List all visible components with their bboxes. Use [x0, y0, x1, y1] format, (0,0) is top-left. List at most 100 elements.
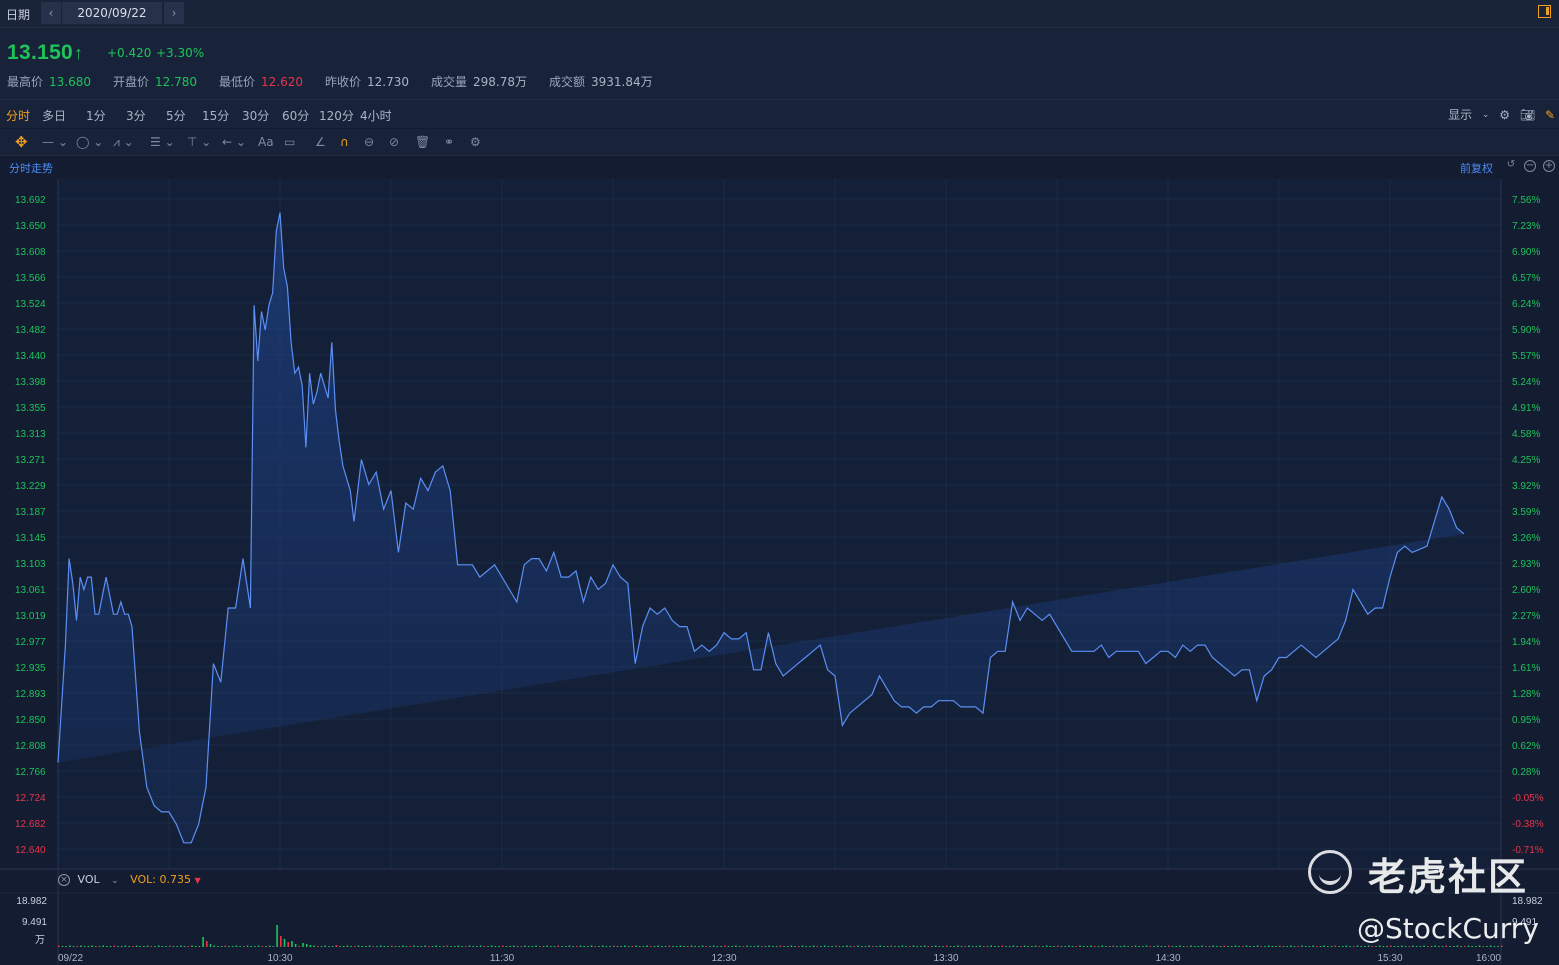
chevron-down-icon[interactable]: ⌄ [111, 876, 119, 886]
volume-bar [1230, 946, 1233, 947]
price-area [58, 212, 1464, 843]
volume-bar [313, 945, 315, 947]
volume-bar [890, 945, 893, 947]
volume-bar [1415, 946, 1418, 947]
gear-icon[interactable]: ⚙ [470, 135, 481, 149]
settings-icon[interactable]: ⚙ [1499, 107, 1511, 122]
zoom-in-icon[interactable]: + [1543, 160, 1555, 172]
tab-30min[interactable]: 30分 [242, 109, 270, 123]
date-bar: 日期 ‹ 2020/09/22 › [0, 0, 1559, 28]
tab-4hour[interactable]: 4小时 [360, 109, 392, 123]
volume-bar [1249, 946, 1251, 947]
y-tick-label: 13.398 [15, 377, 46, 388]
volume-bar [1138, 946, 1140, 947]
tab-1min[interactable]: 1分 [86, 109, 106, 123]
intraday-chart[interactable]: 13.692 13.650 13.608 13.566 13.524 13.482 13.4… [0, 179, 1559, 965]
volume-bars [58, 925, 1503, 947]
volume-bar [812, 945, 815, 947]
volume-bar [357, 945, 360, 947]
volume-bar [1034, 945, 1037, 947]
volume-bar [657, 945, 659, 947]
stat-turnover: 成交额 3931.84万 [549, 73, 653, 90]
volume-bar [102, 945, 104, 947]
volume-bar [564, 946, 567, 947]
reset-icon[interactable]: ↺ [1506, 159, 1516, 170]
volume-bar [317, 946, 319, 947]
volume-bar [1497, 946, 1499, 947]
volume-bar [698, 946, 700, 947]
volume-bar [117, 946, 119, 947]
y-pct-label: -0.38% [1512, 819, 1544, 830]
close-icon[interactable]: × [58, 874, 70, 886]
arrow-tool-icon[interactable]: ← ⌄ [222, 135, 246, 149]
fib-tool-icon[interactable]: ☰ ⌄ [150, 135, 175, 149]
volume-bar [280, 936, 282, 947]
volume-bar [505, 946, 508, 947]
y-pct-label: 1.28% [1512, 689, 1540, 700]
move-icon[interactable]: ✥ [15, 133, 28, 151]
adjust-dropdown[interactable]: 前复权 [1460, 162, 1493, 175]
tab-3min[interactable]: 3分 [126, 109, 146, 123]
prev-date-button[interactable]: ‹ [41, 2, 61, 24]
y-tick-label: 13.355 [15, 403, 46, 414]
pencil-icon[interactable]: ✎ [1544, 107, 1555, 122]
volume-bar [620, 946, 622, 947]
display-dropdown[interactable]: 显示 ⌄ [1442, 106, 1489, 123]
date-label: 日期 [6, 8, 31, 22]
shape-tool-icon[interactable]: ◯ ⌄ [76, 135, 104, 149]
camera-icon[interactable]: 📷︎ [1519, 107, 1536, 122]
tab-60min[interactable]: 60分 [282, 109, 310, 123]
angle-tool-icon[interactable]: ∠ [315, 135, 326, 149]
volume-bar [1408, 946, 1411, 947]
lock-icon[interactable]: ⊖ [364, 135, 375, 149]
window-toggle-icon[interactable] [1538, 5, 1551, 18]
comment-tool-icon[interactable]: ▭ [284, 135, 296, 149]
y-axis-pct-labels: 7.56% 7.23% 6.90% 6.57% 6.24% 5.90% 5.57% 5.24%… [1512, 195, 1544, 856]
tab-intraday[interactable]: 分时 [6, 109, 31, 123]
volume-bar [465, 946, 467, 947]
stat-value: 3931.84万 [591, 75, 653, 89]
volume-bar [472, 946, 474, 947]
volume-bar [1216, 946, 1218, 947]
y-pct-label: 6.57% [1512, 273, 1540, 284]
volume-bar [150, 946, 153, 947]
volume-bar [309, 945, 312, 947]
tab-15min[interactable]: 15分 [202, 109, 230, 123]
volume-bar [346, 945, 349, 947]
volume-bar [217, 946, 219, 947]
volume-bar [1449, 946, 1451, 947]
zoom-out-icon[interactable]: − [1524, 160, 1536, 172]
volume-bar [172, 946, 175, 947]
y-pct-label: 0.95% [1512, 715, 1540, 726]
magnet-icon[interactable]: ∩ [340, 135, 349, 149]
y-tick-label: 13.524 [15, 299, 46, 310]
volume-bar [1175, 946, 1177, 947]
link-icon[interactable]: ⚭ [444, 135, 455, 149]
volume-bar [124, 945, 127, 947]
measure-tool-icon[interactable]: ⊤ ⌄ [187, 135, 212, 149]
next-date-button[interactable]: › [164, 2, 184, 24]
volume-bar [98, 946, 101, 947]
volume-bar [1064, 946, 1066, 947]
text-tool-icon[interactable]: Aa [258, 135, 274, 149]
volume-bar [1223, 945, 1226, 947]
volume-bar [942, 946, 944, 947]
date-picker[interactable]: 2020/09/22 [62, 2, 162, 24]
hide-icon[interactable]: ⊘ [389, 135, 400, 149]
volume-bar [446, 945, 449, 947]
line-tool-icon[interactable]: — ⌄ [42, 135, 68, 149]
volume-bar [857, 945, 859, 947]
volume-bar [513, 945, 515, 947]
volume-bar [616, 946, 619, 947]
volume-bar [228, 946, 230, 947]
volume-bar [546, 945, 548, 947]
volume-bar [535, 945, 537, 947]
trash-icon[interactable]: 🗑︎ [415, 135, 431, 149]
tab-5min[interactable]: 5分 [166, 109, 186, 123]
tab-multi-day[interactable]: 多日 [42, 109, 67, 123]
volume-bar [997, 946, 1000, 947]
wave-tool-icon[interactable]: ⩘ ⌄ [113, 135, 134, 149]
x-tick-label: 14:30 [1155, 953, 1180, 964]
tab-120min[interactable]: 120分 [319, 109, 354, 123]
volume-bar [638, 946, 641, 947]
